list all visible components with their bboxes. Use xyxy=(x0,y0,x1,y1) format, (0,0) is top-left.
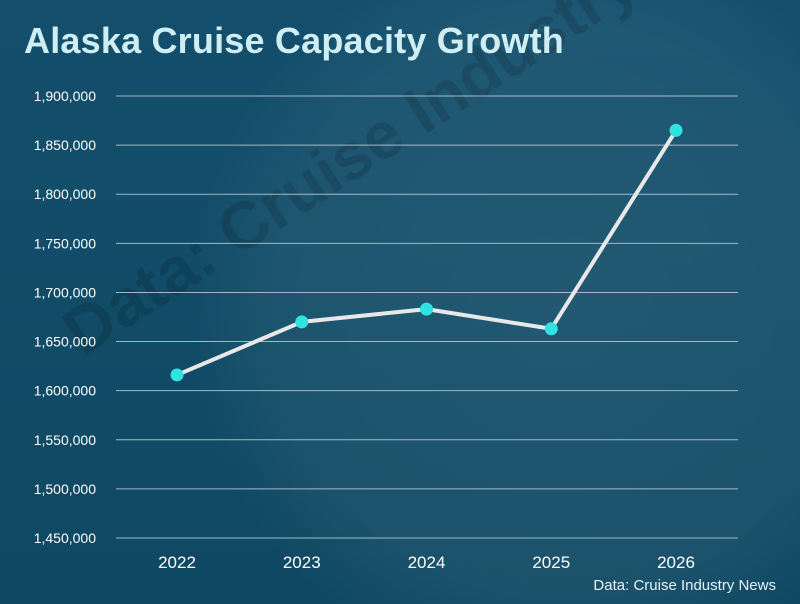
y-tick-label: 1,500,000 xyxy=(34,481,96,497)
data-point xyxy=(170,368,184,382)
y-tick-label: 1,800,000 xyxy=(34,186,96,202)
y-tick-label: 1,650,000 xyxy=(34,334,96,350)
y-tick-label: 1,850,000 xyxy=(34,137,96,153)
x-tick-label: 2023 xyxy=(283,553,321,572)
chart-title: Alaska Cruise Capacity Growth xyxy=(24,20,564,61)
data-point xyxy=(669,123,683,137)
x-tick-label: 2026 xyxy=(657,553,695,572)
source-note: Data: Cruise Industry News xyxy=(593,577,776,594)
y-tick-label: 1,700,000 xyxy=(34,284,96,300)
data-point xyxy=(295,315,309,329)
series-line xyxy=(175,128,678,377)
y-tick-label: 1,550,000 xyxy=(34,432,96,448)
y-tick-label: 1,900,000 xyxy=(34,88,96,104)
data-point xyxy=(420,302,433,316)
y-tick-label: 1,750,000 xyxy=(34,235,96,251)
x-tick-label: 2024 xyxy=(408,553,446,572)
x-tick-label: 2025 xyxy=(532,553,570,572)
y-tick-label: 1,600,000 xyxy=(34,383,96,399)
data-point xyxy=(544,322,558,336)
x-tick-label: 2022 xyxy=(158,553,196,572)
y-tick-label: 1,450,000 xyxy=(34,530,96,546)
